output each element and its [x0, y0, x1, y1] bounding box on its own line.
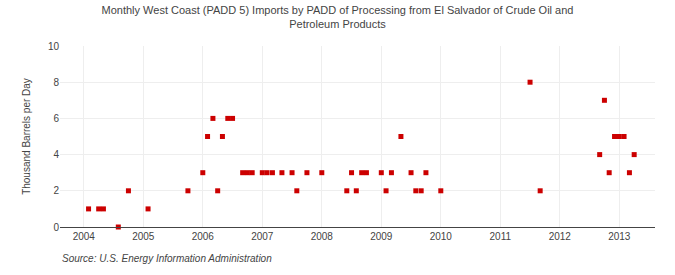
svg-text:4: 4 [53, 149, 59, 160]
svg-text:Monthly West Coast (PADD 5) Im: Monthly West Coast (PADD 5) Imports by P… [102, 4, 574, 30]
svg-text:2012: 2012 [549, 231, 572, 242]
svg-text:Thousand Barrels per Day: Thousand Barrels per Day [21, 78, 32, 195]
svg-text:2007: 2007 [251, 231, 274, 242]
svg-text:8: 8 [53, 77, 59, 88]
svg-text:2005: 2005 [132, 231, 155, 242]
svg-text:2006: 2006 [192, 231, 215, 242]
svg-text:Source: U.S. Energy Informatio: Source: U.S. Energy Information Administ… [62, 253, 272, 264]
svg-text:2008: 2008 [311, 231, 334, 242]
svg-text:2013: 2013 [608, 231, 631, 242]
svg-text:2004: 2004 [73, 231, 96, 242]
svg-text:2: 2 [53, 185, 59, 196]
svg-text:10: 10 [48, 41, 60, 52]
svg-text:0: 0 [53, 222, 59, 233]
svg-text:2009: 2009 [370, 231, 393, 242]
svg-text:2010: 2010 [430, 231, 453, 242]
svg-text:2011: 2011 [490, 231, 512, 242]
svg-text:6: 6 [53, 113, 59, 124]
